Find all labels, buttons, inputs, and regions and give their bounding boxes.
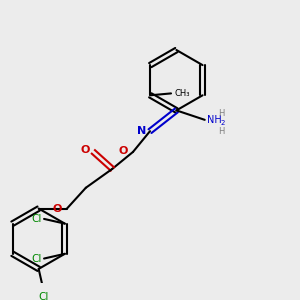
Text: Cl: Cl [32, 254, 42, 263]
Text: O: O [119, 146, 128, 156]
Text: O: O [80, 145, 90, 155]
Text: NH: NH [207, 115, 221, 125]
Text: Cl: Cl [38, 292, 49, 300]
Text: N: N [137, 126, 146, 136]
Text: O: O [53, 203, 62, 214]
Text: H: H [218, 128, 224, 136]
Text: 2: 2 [221, 120, 225, 126]
Text: H: H [218, 109, 224, 118]
Text: CH₃: CH₃ [175, 89, 190, 98]
Text: Cl: Cl [32, 214, 42, 224]
